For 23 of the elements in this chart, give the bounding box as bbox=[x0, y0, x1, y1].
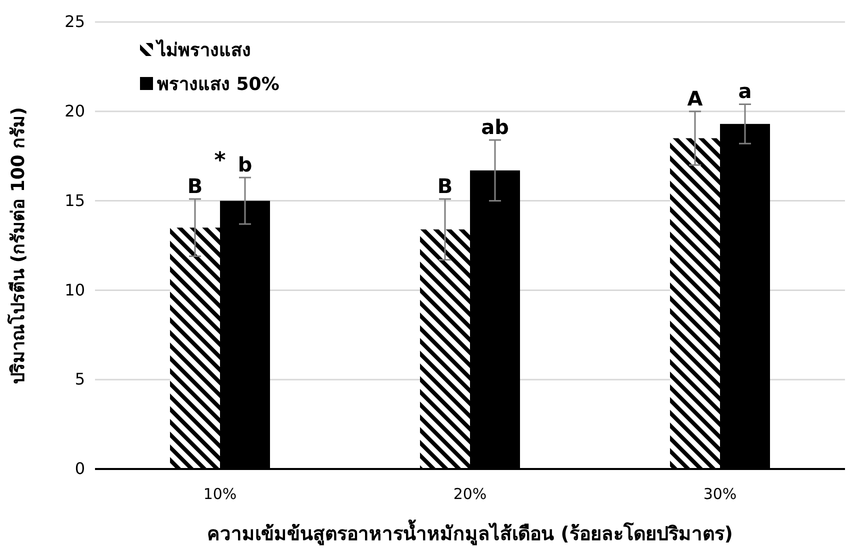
y-axis-title: ปริมาณโปรตีน (กรัมต่อ 100 กรัม) bbox=[7, 107, 29, 384]
data-label: B bbox=[187, 174, 203, 198]
bar bbox=[670, 138, 720, 469]
legend-label: ไม่พรางแสง bbox=[155, 39, 251, 61]
y-tick-label: 15 bbox=[64, 190, 85, 210]
y-tick-label: 5 bbox=[74, 370, 85, 389]
y-tick-label: 25 bbox=[64, 12, 85, 32]
x-tick-label: 30% bbox=[703, 485, 737, 503]
y-tick-label: 20 bbox=[64, 102, 85, 121]
data-label: b bbox=[238, 152, 252, 177]
bar bbox=[170, 228, 220, 469]
legend-label: พรางแสง 50% bbox=[157, 74, 280, 95]
x-axis-title: ความเข้มข้นสูตรอาหารน้ำหมักมูลไส้เดือน (ร้อยละโดยปริมาตร) bbox=[207, 519, 733, 546]
data-label: a bbox=[738, 79, 752, 104]
bar bbox=[420, 229, 470, 469]
data-label: ab bbox=[481, 115, 509, 140]
annotation: * bbox=[214, 148, 226, 174]
x-tick-label: 10% bbox=[203, 485, 237, 503]
data-label: B bbox=[437, 174, 453, 198]
y-tick-label: 10 bbox=[64, 280, 85, 300]
y-tick-label: 0 bbox=[74, 459, 85, 478]
data-label: A bbox=[687, 86, 704, 110]
x-tick-label: 20% bbox=[453, 485, 487, 503]
